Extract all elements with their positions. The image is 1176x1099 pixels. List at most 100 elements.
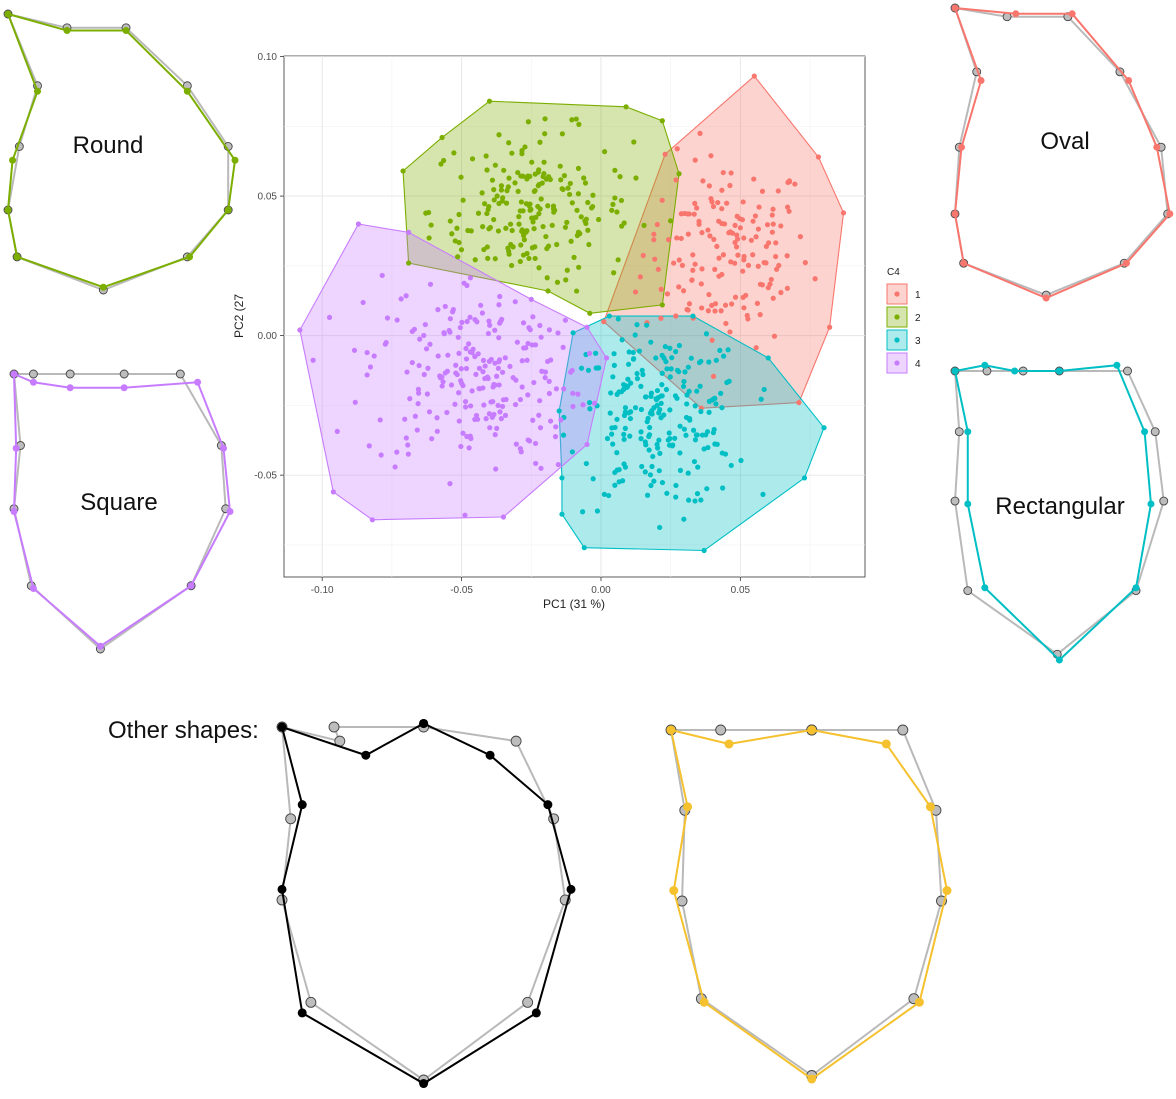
point-cluster-1: [706, 291, 712, 298]
point-cluster-3: [765, 355, 771, 361]
point-cluster-3: [619, 337, 625, 343]
point-cluster-2: [612, 195, 618, 201]
point-cluster-2: [503, 200, 510, 206]
point-cluster-2: [545, 203, 551, 209]
point-cluster-2: [575, 191, 582, 197]
point-cluster-1: [740, 268, 746, 274]
square-shape-landmark: [120, 384, 128, 392]
point-cluster-1: [658, 315, 664, 321]
oval-shape-landmark: [960, 259, 968, 267]
rectangular-shape-landmark: [1141, 428, 1149, 436]
point-cluster-3: [604, 435, 611, 442]
point-cluster-1: [741, 305, 747, 311]
point-cluster-1: [773, 266, 780, 272]
point-cluster-2: [557, 163, 563, 169]
point-cluster-3: [634, 322, 640, 328]
point-cluster-3: [639, 463, 645, 470]
point-cluster-2: [480, 224, 486, 230]
point-cluster-2: [536, 211, 542, 217]
point-cluster-2: [496, 200, 502, 207]
point-cluster-3: [667, 374, 673, 380]
point-cluster-1: [784, 204, 791, 210]
point-cluster-2: [571, 254, 577, 260]
point-cluster-1: [696, 221, 702, 227]
other_black-shape-landmark: [297, 800, 307, 810]
point-cluster-2: [659, 118, 665, 124]
point-cluster-1: [741, 257, 747, 263]
point-cluster-2: [516, 214, 522, 220]
point-cluster-3: [616, 466, 622, 473]
point-cluster-4: [310, 357, 316, 363]
point-cluster-1: [720, 252, 727, 258]
point-cluster-4: [497, 293, 503, 300]
point-cluster-4: [364, 349, 370, 356]
point-cluster-1: [733, 244, 740, 250]
point-cluster-3: [657, 450, 663, 456]
point-cluster-3: [642, 394, 649, 400]
point-cluster-2: [536, 167, 542, 173]
point-cluster-4: [519, 384, 525, 390]
point-cluster-4: [478, 302, 484, 308]
point-cluster-2: [612, 167, 618, 173]
point-cluster-4: [405, 451, 411, 457]
point-cluster-3: [649, 408, 655, 414]
point-cluster-2: [423, 210, 429, 216]
other_yellow-shape-landmark: [683, 802, 693, 812]
point-cluster-4: [456, 418, 462, 424]
point-cluster-4: [445, 352, 451, 358]
other_black-shape-landmark: [543, 800, 553, 810]
point-cluster-2: [501, 167, 507, 173]
point-cluster-1: [671, 260, 677, 266]
point-cluster-2: [567, 180, 573, 187]
point-cluster-4: [394, 449, 400, 455]
point-cluster-3: [622, 464, 629, 470]
point-cluster-3: [594, 508, 601, 514]
other_black-reference-landmark: [522, 996, 534, 1008]
point-cluster-3: [682, 369, 688, 375]
x-tick-label: -0.10: [311, 585, 334, 596]
point-cluster-4: [533, 460, 539, 467]
other-shape-yellow-outline: [665, 724, 952, 1084]
point-cluster-3: [685, 470, 691, 476]
point-cluster-3: [648, 339, 654, 345]
point-cluster-1: [771, 333, 778, 339]
other_black-shape-landmark: [566, 884, 576, 894]
cluster-hulls: [299, 75, 845, 552]
square-shape-landmark: [66, 384, 74, 392]
point-cluster-2: [576, 121, 582, 127]
point-cluster-3: [581, 545, 587, 551]
square-reference-landmark: [175, 369, 185, 379]
oval-shape-landmark: [951, 210, 959, 218]
point-cluster-1: [651, 237, 657, 243]
point-cluster-1: [773, 240, 779, 246]
point-cluster-1: [732, 239, 738, 246]
legend-label-4: 4: [915, 359, 921, 370]
point-cluster-2: [517, 208, 523, 214]
oval-shape-landmark: [1042, 294, 1050, 302]
point-cluster-3: [676, 369, 682, 375]
point-cluster-3: [622, 425, 628, 431]
point-cluster-1: [802, 260, 808, 266]
point-cluster-4: [491, 411, 497, 418]
point-cluster-1: [654, 221, 660, 228]
point-cluster-1: [755, 263, 761, 269]
point-cluster-2: [524, 250, 530, 257]
point-cluster-3: [801, 475, 808, 481]
point-cluster-3: [761, 386, 767, 393]
point-cluster-4: [498, 416, 504, 422]
point-cluster-3: [646, 432, 653, 438]
point-cluster-3: [726, 378, 732, 384]
point-cluster-2: [492, 256, 498, 262]
rectangular-shape-landmark: [1011, 367, 1019, 375]
y-axis-title: PC2 (27: [232, 294, 246, 338]
point-cluster-3: [630, 356, 637, 362]
point-cluster-2: [529, 159, 535, 165]
point-cluster-2: [609, 207, 615, 213]
point-cluster-1: [750, 218, 756, 224]
point-cluster-2: [659, 302, 665, 308]
point-cluster-2: [527, 207, 533, 213]
point-cluster-2: [519, 151, 525, 157]
point-cluster-1: [705, 227, 711, 233]
point-cluster-1: [770, 221, 776, 227]
point-cluster-3: [657, 524, 663, 531]
